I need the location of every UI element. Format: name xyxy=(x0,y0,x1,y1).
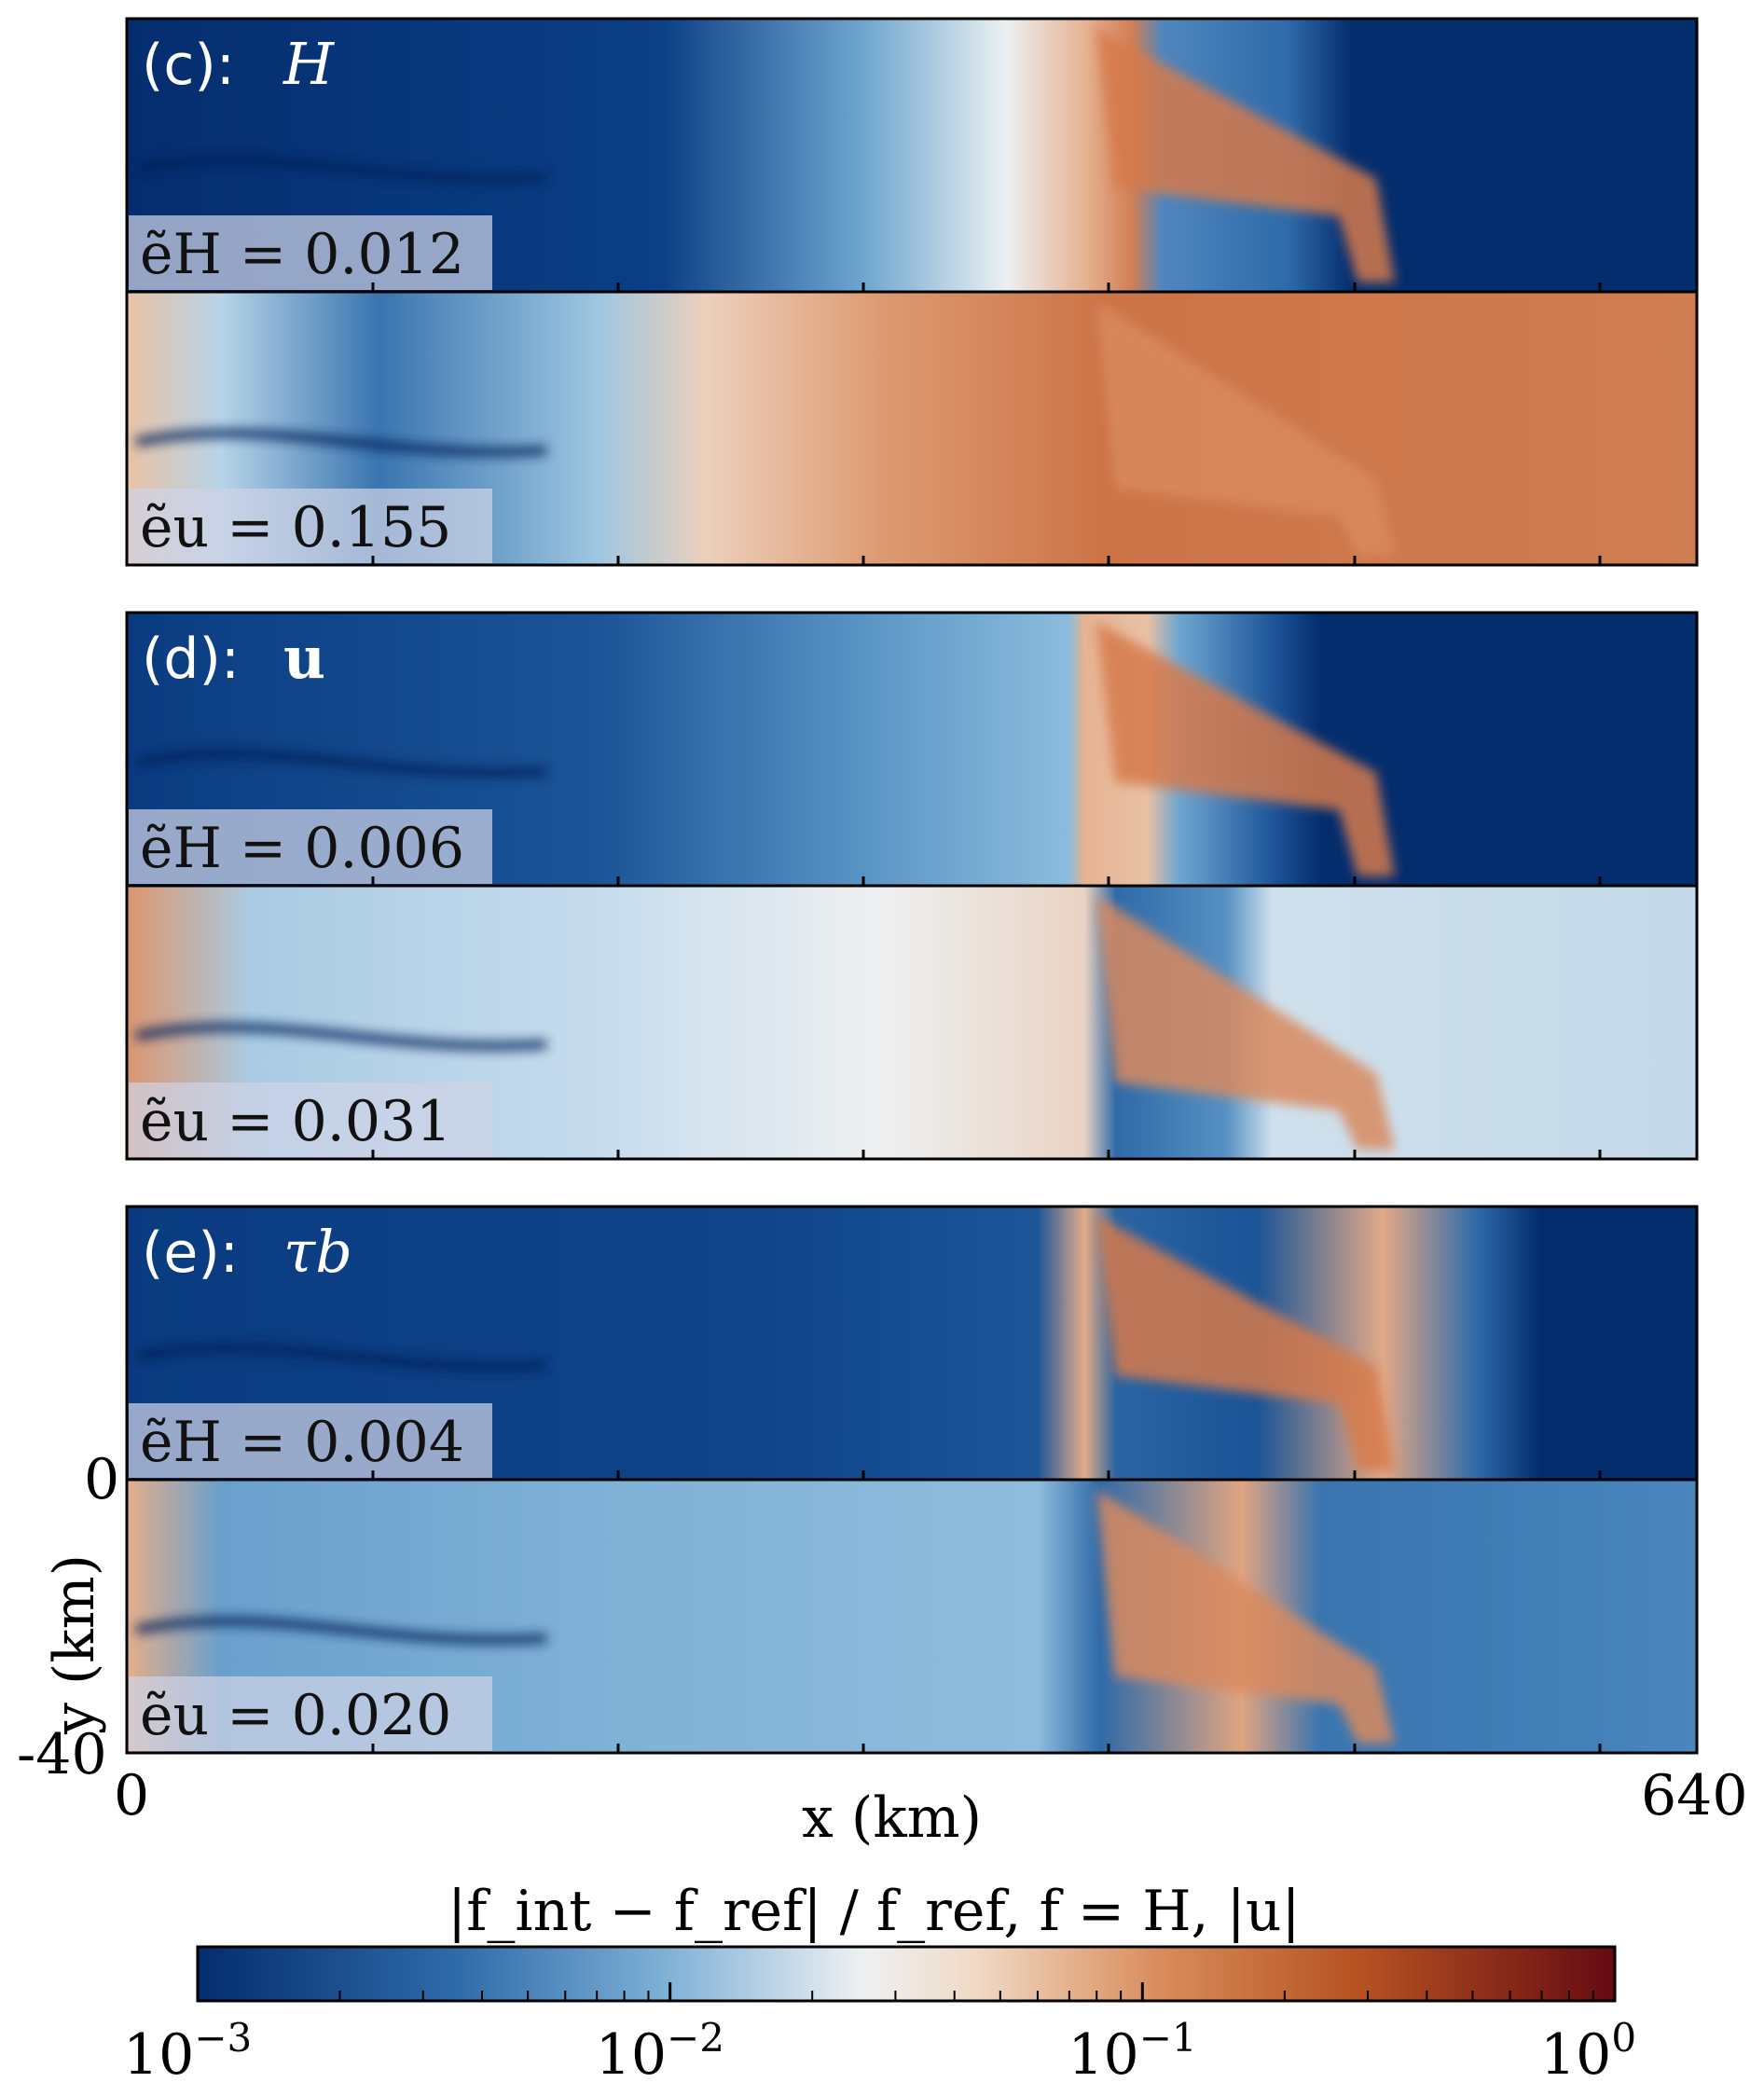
feature-streak xyxy=(134,749,547,778)
x-tick-label-640: 640 xyxy=(1641,1763,1748,1828)
feature-band xyxy=(1096,622,1395,876)
error-label-box xyxy=(129,1082,492,1157)
row-frame xyxy=(125,884,1699,1161)
panel-label-e: (e): xyxy=(142,1220,239,1286)
x-axis-label: x (km) xyxy=(802,1786,982,1851)
error-label-c-u: ẽu = 0.155 xyxy=(140,495,451,560)
feature-streak xyxy=(134,428,547,457)
error-label-box xyxy=(129,215,492,290)
error-label-c-H: ẽH = 0.012 xyxy=(140,222,464,287)
feature-band xyxy=(1096,301,1395,556)
row-frame xyxy=(125,290,1699,567)
colorbar-label: |f_int − f_ref| / f_ref, f = H, |u| xyxy=(448,1879,1301,1944)
error-label-e-H: ẽH = 0.004 xyxy=(140,1410,464,1475)
y-tick-label-0: 0 xyxy=(84,1447,119,1512)
panel-label-d: (d): xyxy=(142,627,240,692)
colorbar-tick-label: 10−3 xyxy=(123,2015,252,2088)
row-frame xyxy=(125,1478,1699,1755)
error-label-d-H: ẽH = 0.006 xyxy=(140,816,464,881)
error-label-e-u: ẽu = 0.020 xyxy=(140,1683,451,1748)
x-tick-label-0: 0 xyxy=(114,1763,149,1828)
error-label-d-u: ẽu = 0.031 xyxy=(140,1089,451,1154)
panel-symbol-e: τb xyxy=(283,1218,352,1286)
feature-streak xyxy=(134,155,547,184)
y-axis-label: y (km) xyxy=(42,1554,107,1735)
y-tick-label-minus40: -40 xyxy=(17,1722,107,1787)
error-label-box xyxy=(129,1676,492,1751)
feature-streak xyxy=(134,1616,547,1645)
feature-band xyxy=(1096,1216,1395,1470)
colorbar-tick-label: 10−2 xyxy=(596,2015,724,2088)
feature-band xyxy=(1096,28,1395,283)
error-label-box xyxy=(129,489,492,563)
colorbar-bar xyxy=(196,1945,1617,2003)
panel-label-c: (c): xyxy=(142,33,235,98)
colorbar-tick-label: 100 xyxy=(1540,2015,1636,2088)
feature-band xyxy=(1096,1489,1395,1744)
error-label-box xyxy=(129,1403,492,1478)
panel-e: ẽH = 0.004 ẽu = 0.020 (e): τb xyxy=(125,1205,1699,1755)
feature-streak xyxy=(134,1343,547,1372)
panel-symbol-c: H xyxy=(283,30,336,98)
feature-streak xyxy=(134,1022,547,1051)
feature-band xyxy=(1096,895,1395,1150)
panel-d: ẽH = 0.006 ẽu = 0.031 (d): u xyxy=(125,611,1699,1161)
panel-symbol-d: u xyxy=(283,624,325,692)
error-label-box xyxy=(129,809,492,884)
colorbar-tick-label: 10−1 xyxy=(1068,2015,1196,2088)
panel-c: ẽH = 0.012 ẽu = 0.155 (c): H xyxy=(125,17,1699,567)
